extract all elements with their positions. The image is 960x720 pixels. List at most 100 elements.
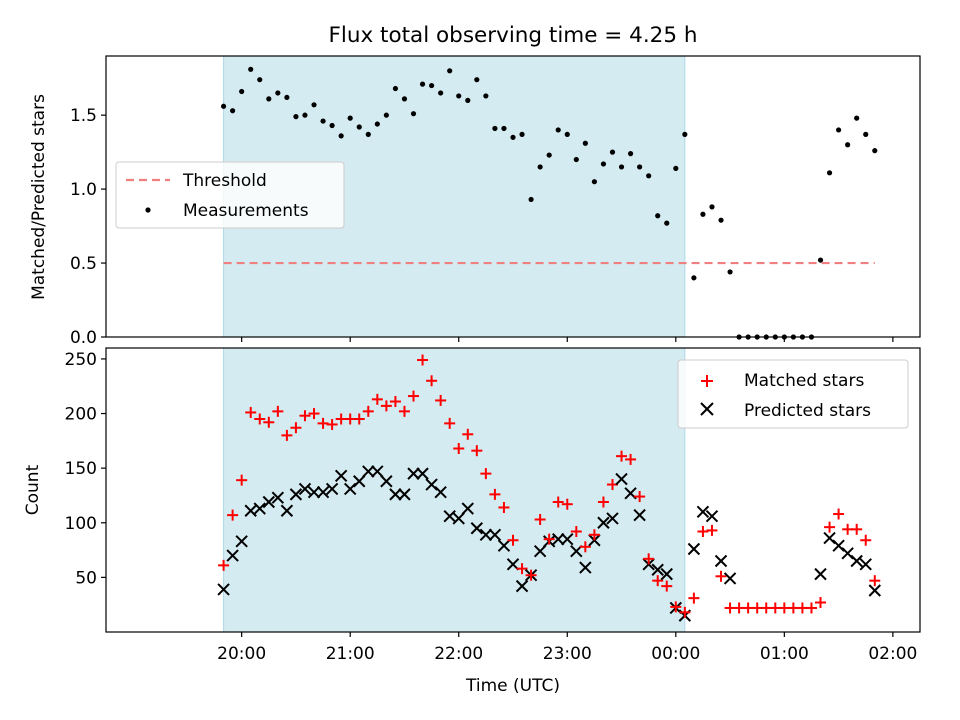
measurement-point xyxy=(627,151,634,157)
predicted-star-point xyxy=(325,482,339,496)
matched-star-point xyxy=(869,575,881,587)
predicted-star-point xyxy=(660,567,673,581)
matched-star-point xyxy=(263,416,275,428)
measurement-point xyxy=(347,115,353,121)
predicted-star-point xyxy=(615,472,628,486)
measurement-point xyxy=(510,134,516,140)
matched-star-point xyxy=(362,405,374,417)
measurement-point xyxy=(817,257,824,263)
top-y-tick-label: 0.5 xyxy=(70,254,97,274)
matched-star-point xyxy=(408,390,420,402)
predicted-star-point xyxy=(298,482,312,496)
x-tick-label: 23:00 xyxy=(543,644,592,664)
predicted-star-point xyxy=(850,554,863,568)
matched-star-point xyxy=(616,450,628,462)
predicted-star-point xyxy=(244,504,257,517)
measurement-point xyxy=(836,127,842,133)
legend-measurements-symbol xyxy=(145,207,151,213)
x-axis-label: Time (UTC) xyxy=(465,676,560,696)
measurement-point xyxy=(854,115,860,121)
matched-star-point xyxy=(851,523,863,535)
matched-star-point xyxy=(570,526,582,538)
matched-star-point xyxy=(426,375,438,387)
predicted-star-point xyxy=(289,488,303,501)
matched-star-point xyxy=(398,405,410,417)
predicted-star-point xyxy=(696,505,710,519)
measurement-point xyxy=(320,118,326,124)
matched-star-point xyxy=(245,406,257,418)
top-y-tick-label: 0.0 xyxy=(70,328,97,348)
x-tick-label: 22:00 xyxy=(434,644,483,664)
measurement-point xyxy=(284,94,290,101)
matched-star-point xyxy=(661,580,673,592)
measurement-point xyxy=(302,112,308,118)
measurement-point xyxy=(637,164,643,170)
measurement-point xyxy=(338,133,344,139)
measurement-point xyxy=(863,131,869,137)
matched-star-point xyxy=(561,498,573,510)
predicted-star-point xyxy=(434,485,447,499)
measurement-point xyxy=(655,213,661,219)
matched-star-point xyxy=(652,575,664,587)
predicted-star-point xyxy=(371,465,384,478)
measurement-point xyxy=(365,131,371,137)
matched-star-point xyxy=(697,526,709,538)
predicted-star-point xyxy=(497,539,511,552)
measurement-point xyxy=(329,122,335,129)
predicted-star-point xyxy=(479,528,493,541)
matched-star-point xyxy=(860,534,872,546)
measurement-point xyxy=(501,125,507,132)
matched-star-point xyxy=(389,396,401,408)
matched-star-point xyxy=(489,488,501,500)
legend-threshold-label: Threshold xyxy=(182,171,267,191)
predicted-star-point xyxy=(561,532,574,546)
legend-matched-symbol xyxy=(701,375,713,387)
measurement-point xyxy=(465,97,471,103)
predicted-star-point xyxy=(633,508,646,522)
measurement-point xyxy=(691,275,697,281)
predicted-star-point xyxy=(407,467,420,480)
measurement-point xyxy=(591,179,598,185)
predicted-star-point xyxy=(488,528,502,541)
measurement-point xyxy=(492,125,498,132)
matched-star-point xyxy=(308,408,320,420)
measurement-point xyxy=(700,211,706,217)
predicted-star-point xyxy=(687,542,701,556)
predicted-star-point xyxy=(380,475,393,488)
matched-star-point xyxy=(272,405,284,417)
predicted-star-point xyxy=(235,535,248,548)
measurement-point xyxy=(447,68,453,74)
matched-star-point xyxy=(462,428,474,440)
predicted-star-point xyxy=(416,467,429,480)
predicted-star-point xyxy=(606,512,619,525)
matched-star-point xyxy=(299,410,311,422)
bottom-y-tick-label: 50 xyxy=(75,568,97,588)
legend-predicted-label: Predicted stars xyxy=(744,401,871,421)
matched-star-point xyxy=(281,429,293,441)
measurement-point xyxy=(275,90,281,96)
bottom-legend-box xyxy=(677,359,909,429)
predicted-star-point xyxy=(316,485,330,499)
predicted-star-point xyxy=(280,504,294,517)
measurement-point xyxy=(600,161,607,167)
predicted-star-point xyxy=(868,584,881,597)
bottom-y-tick-label: 150 xyxy=(65,459,97,479)
matched-star-point xyxy=(543,533,555,545)
matched-star-point xyxy=(588,529,600,541)
measurement-point xyxy=(456,93,462,99)
measurement-point xyxy=(474,77,480,83)
matched-star-point xyxy=(435,394,447,406)
matched-star-point xyxy=(498,501,510,513)
predicted-star-point xyxy=(533,544,547,558)
predicted-star-point xyxy=(217,583,230,596)
predicted-star-point xyxy=(262,495,276,509)
measurement-point xyxy=(438,90,444,96)
matched-star-point xyxy=(643,553,655,565)
measurement-point xyxy=(410,111,417,117)
matched-star-point xyxy=(670,601,682,613)
matched-star-point xyxy=(371,393,383,405)
predicted-star-point xyxy=(859,558,872,571)
measurement-point xyxy=(673,165,679,171)
matched-star-point xyxy=(715,570,727,582)
